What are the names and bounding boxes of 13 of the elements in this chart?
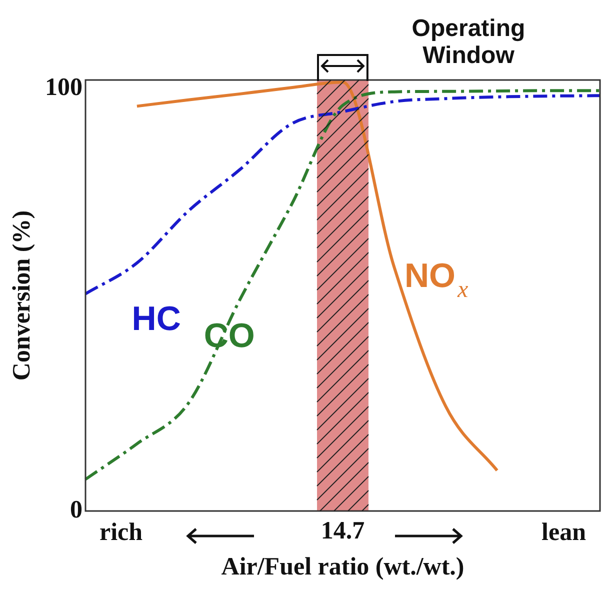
line-series xyxy=(135,80,499,472)
y-tick-label: 100 xyxy=(45,74,82,101)
x-axis-title: Air/Fuel ratio (wt./wt.) xyxy=(221,553,464,580)
line-series xyxy=(84,89,602,481)
series-label: CO xyxy=(204,317,255,356)
band-label: Operating Window xyxy=(412,15,526,69)
series-label: HC xyxy=(132,300,181,338)
x-tick-label: 14.7 xyxy=(320,517,365,544)
text: lean xyxy=(542,518,586,546)
text: rich xyxy=(100,518,143,546)
y-tick-label: 0 xyxy=(70,496,82,524)
y-axis-title: Conversion (%) xyxy=(8,210,36,381)
line-series xyxy=(84,94,602,296)
